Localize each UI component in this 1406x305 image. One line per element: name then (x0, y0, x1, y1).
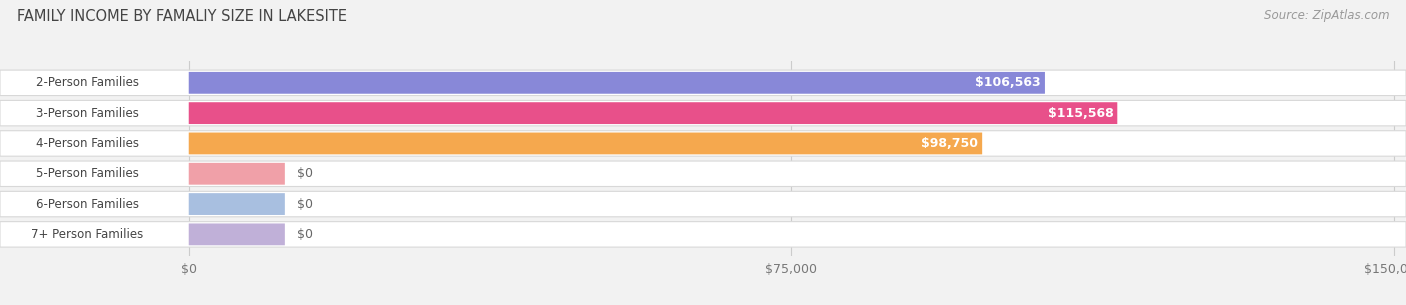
FancyBboxPatch shape (188, 193, 285, 215)
FancyBboxPatch shape (188, 163, 285, 185)
FancyBboxPatch shape (0, 161, 1406, 186)
FancyBboxPatch shape (3, 164, 172, 183)
Text: 2-Person Families: 2-Person Families (37, 76, 139, 89)
Text: 4-Person Families: 4-Person Families (37, 137, 139, 150)
Text: $0: $0 (297, 228, 314, 241)
FancyBboxPatch shape (0, 191, 1406, 217)
FancyBboxPatch shape (188, 72, 1045, 94)
Text: $106,563: $106,563 (976, 76, 1040, 89)
Text: $98,750: $98,750 (921, 137, 979, 150)
Text: 6-Person Families: 6-Person Families (37, 198, 139, 210)
FancyBboxPatch shape (3, 134, 172, 153)
FancyBboxPatch shape (3, 104, 172, 122)
FancyBboxPatch shape (3, 225, 172, 244)
Text: 5-Person Families: 5-Person Families (37, 167, 139, 180)
FancyBboxPatch shape (3, 74, 172, 92)
Text: 3-Person Families: 3-Person Families (37, 107, 139, 120)
Text: $0: $0 (297, 198, 314, 210)
FancyBboxPatch shape (188, 224, 285, 245)
Text: FAMILY INCOME BY FAMALIY SIZE IN LAKESITE: FAMILY INCOME BY FAMALIY SIZE IN LAKESIT… (17, 9, 347, 24)
FancyBboxPatch shape (188, 133, 983, 154)
FancyBboxPatch shape (0, 222, 1406, 247)
FancyBboxPatch shape (3, 195, 172, 213)
FancyBboxPatch shape (0, 100, 1406, 126)
Text: Source: ZipAtlas.com: Source: ZipAtlas.com (1264, 9, 1389, 22)
Text: 7+ Person Families: 7+ Person Families (31, 228, 143, 241)
FancyBboxPatch shape (0, 131, 1406, 156)
FancyBboxPatch shape (0, 70, 1406, 95)
FancyBboxPatch shape (188, 102, 1118, 124)
Text: $0: $0 (297, 167, 314, 180)
Text: $115,568: $115,568 (1047, 107, 1114, 120)
